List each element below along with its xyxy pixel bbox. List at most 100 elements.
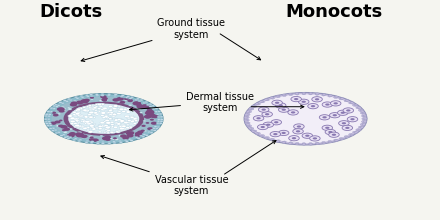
Circle shape bbox=[59, 120, 62, 121]
Circle shape bbox=[120, 107, 125, 110]
Ellipse shape bbox=[244, 93, 367, 145]
Circle shape bbox=[270, 97, 274, 99]
Circle shape bbox=[342, 125, 352, 130]
Circle shape bbox=[108, 112, 114, 115]
Circle shape bbox=[59, 101, 62, 103]
Circle shape bbox=[159, 123, 162, 124]
Circle shape bbox=[95, 127, 98, 128]
Circle shape bbox=[126, 108, 130, 110]
Circle shape bbox=[103, 116, 108, 118]
Circle shape bbox=[143, 134, 147, 135]
Circle shape bbox=[262, 112, 272, 117]
Circle shape bbox=[101, 141, 105, 143]
Circle shape bbox=[87, 122, 92, 124]
Circle shape bbox=[145, 134, 149, 136]
Circle shape bbox=[106, 130, 109, 132]
Circle shape bbox=[308, 104, 318, 109]
Circle shape bbox=[84, 99, 90, 102]
Circle shape bbox=[362, 112, 366, 114]
Circle shape bbox=[302, 143, 305, 145]
Circle shape bbox=[100, 121, 105, 124]
Circle shape bbox=[356, 129, 359, 130]
Circle shape bbox=[106, 117, 110, 118]
Circle shape bbox=[102, 114, 106, 116]
Circle shape bbox=[266, 137, 269, 138]
Circle shape bbox=[141, 125, 146, 127]
Circle shape bbox=[106, 137, 110, 138]
Circle shape bbox=[263, 122, 274, 127]
Circle shape bbox=[90, 97, 94, 99]
Circle shape bbox=[102, 99, 106, 101]
Circle shape bbox=[246, 122, 250, 124]
Circle shape bbox=[77, 113, 81, 115]
Circle shape bbox=[88, 130, 93, 133]
Circle shape bbox=[55, 132, 58, 134]
Circle shape bbox=[70, 120, 74, 122]
Circle shape bbox=[122, 110, 126, 112]
Circle shape bbox=[340, 138, 344, 140]
Circle shape bbox=[292, 137, 296, 139]
Circle shape bbox=[75, 109, 81, 112]
Circle shape bbox=[334, 139, 337, 141]
Circle shape bbox=[96, 141, 100, 143]
Circle shape bbox=[100, 103, 105, 105]
Circle shape bbox=[112, 141, 116, 143]
Circle shape bbox=[123, 126, 126, 128]
Circle shape bbox=[69, 136, 72, 138]
Circle shape bbox=[90, 121, 94, 123]
Circle shape bbox=[83, 126, 86, 128]
Circle shape bbox=[81, 115, 84, 117]
Circle shape bbox=[144, 115, 151, 119]
Circle shape bbox=[136, 104, 142, 106]
Circle shape bbox=[152, 108, 155, 110]
Circle shape bbox=[73, 111, 77, 113]
Circle shape bbox=[119, 141, 123, 143]
Circle shape bbox=[144, 115, 151, 118]
Circle shape bbox=[118, 125, 122, 126]
Circle shape bbox=[88, 123, 93, 125]
Circle shape bbox=[138, 100, 141, 102]
Circle shape bbox=[86, 106, 91, 108]
Circle shape bbox=[140, 99, 143, 101]
Circle shape bbox=[102, 115, 106, 117]
Circle shape bbox=[270, 132, 281, 137]
Circle shape bbox=[125, 137, 128, 138]
Circle shape bbox=[122, 121, 126, 123]
Circle shape bbox=[347, 117, 358, 122]
Circle shape bbox=[109, 125, 114, 128]
Circle shape bbox=[128, 120, 132, 122]
Circle shape bbox=[245, 114, 248, 115]
Circle shape bbox=[246, 111, 250, 112]
Circle shape bbox=[128, 126, 132, 127]
Circle shape bbox=[289, 142, 293, 144]
Circle shape bbox=[70, 103, 77, 106]
Circle shape bbox=[98, 125, 102, 128]
Circle shape bbox=[246, 119, 249, 121]
Circle shape bbox=[309, 92, 312, 94]
Circle shape bbox=[279, 130, 289, 136]
Circle shape bbox=[76, 118, 80, 120]
Circle shape bbox=[341, 112, 345, 114]
Circle shape bbox=[283, 141, 286, 143]
Circle shape bbox=[101, 125, 105, 127]
Circle shape bbox=[277, 140, 280, 141]
Circle shape bbox=[55, 106, 59, 107]
Circle shape bbox=[147, 131, 151, 133]
Circle shape bbox=[81, 135, 88, 138]
Circle shape bbox=[74, 126, 77, 127]
Circle shape bbox=[147, 108, 151, 110]
Circle shape bbox=[51, 127, 55, 129]
Circle shape bbox=[116, 130, 121, 133]
Circle shape bbox=[110, 109, 114, 111]
Circle shape bbox=[108, 112, 111, 113]
Text: Dicots: Dicots bbox=[39, 3, 103, 21]
Circle shape bbox=[346, 109, 351, 112]
Circle shape bbox=[156, 113, 160, 115]
Circle shape bbox=[132, 118, 137, 120]
Circle shape bbox=[352, 104, 356, 106]
Circle shape bbox=[63, 128, 70, 131]
Circle shape bbox=[354, 132, 358, 134]
Circle shape bbox=[75, 123, 80, 125]
Circle shape bbox=[313, 137, 317, 139]
Circle shape bbox=[85, 110, 90, 112]
